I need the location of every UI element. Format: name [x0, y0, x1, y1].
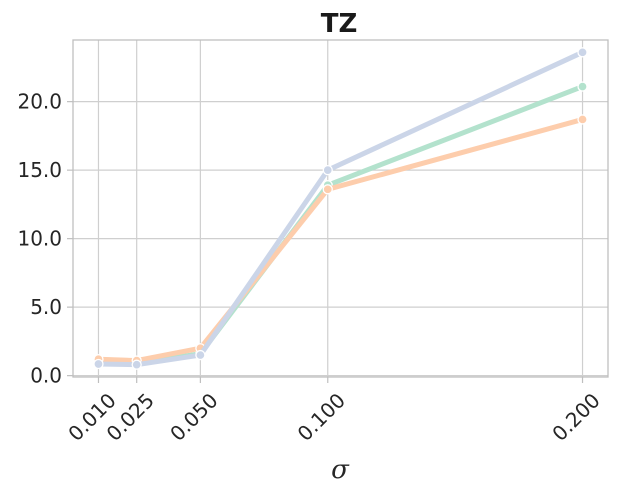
y-tick-label: 20.0 — [17, 90, 62, 114]
x-tick-label: 0.100 — [293, 388, 350, 445]
series-layer — [93, 47, 588, 370]
x-axis-label: σ — [331, 455, 350, 485]
data-point — [577, 81, 588, 92]
series-line — [95, 49, 586, 368]
series-line — [95, 116, 586, 364]
plot-frame — [72, 39, 609, 378]
series-2 — [93, 114, 588, 366]
grid — [73, 40, 608, 377]
y-tick-label: 10.0 — [17, 227, 62, 251]
series-1 — [93, 81, 588, 369]
y-tick-label: 5.0 — [30, 295, 62, 319]
data-point — [131, 359, 142, 370]
series-line — [95, 84, 586, 366]
y-tick-label: 0.0 — [30, 364, 62, 388]
data-point — [577, 114, 588, 125]
data-point — [322, 184, 333, 195]
x-tick-label: 0.050 — [165, 388, 222, 445]
x-tick-label: 0.200 — [547, 388, 604, 445]
data-point — [322, 164, 333, 176]
chart-title: TZ — [321, 9, 358, 39]
y-tick-label: 15.0 — [17, 158, 62, 182]
y-axis-ticks: 0.0 5.0 10.0 15.0 20.0 — [17, 90, 73, 388]
data-point — [577, 47, 588, 58]
data-point — [93, 358, 104, 370]
data-point — [195, 349, 206, 361]
series-3 — [93, 47, 588, 370]
